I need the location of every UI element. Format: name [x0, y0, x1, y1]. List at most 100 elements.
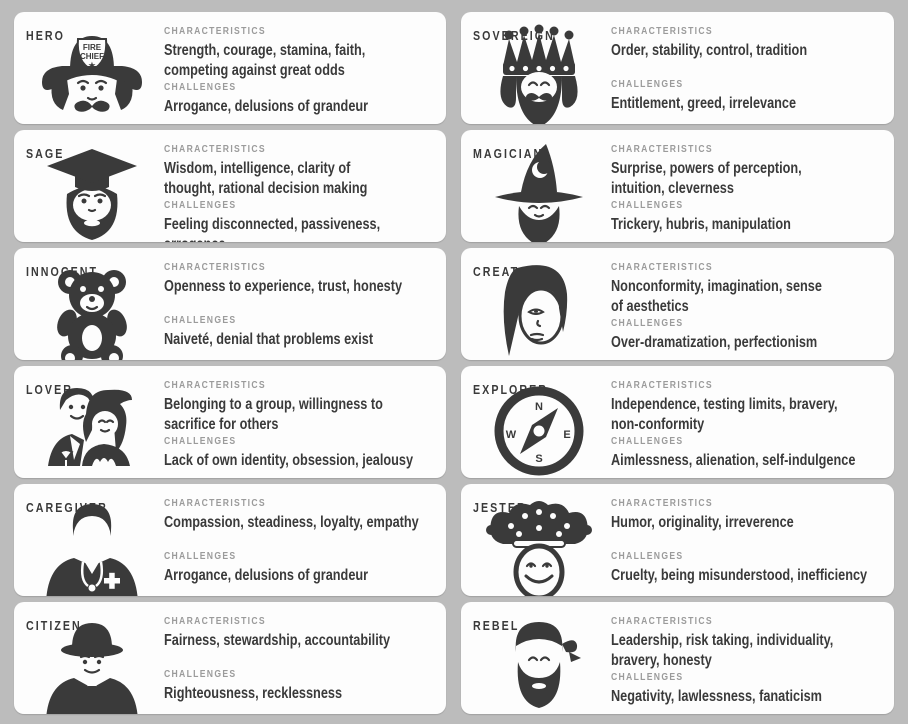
fireman-fire-chief-icon: FIRE CHIEF ★ — [36, 24, 148, 124]
challenges-label: CHALLENGES — [611, 671, 684, 683]
challenges-label: CHALLENGES — [611, 317, 684, 329]
characteristics-section: CHARACTERISTICS Wisdom, intelligence, cl… — [164, 143, 440, 199]
characteristics-section: CHARACTERISTICS Strength, courage, stami… — [164, 25, 440, 81]
svg-text:N: N — [535, 401, 543, 413]
man-in-fedora-icon — [36, 614, 148, 714]
card-magician: MAGICIAN CHARACTERISTICS Surprise, power… — [461, 130, 894, 242]
characteristics-text: Openness to experience, trust, honesty — [164, 278, 403, 295]
challenges-section: CHALLENGES Negativity, lawlessness, fana… — [611, 671, 888, 707]
challenges-text: Righteousness, recklessness — [164, 685, 343, 702]
challenges-section: CHALLENGES Arrogance, delusions of grand… — [164, 550, 440, 586]
characteristics-section: CHARACTERISTICS Humor, originality, irre… — [611, 497, 888, 533]
challenges-label: CHALLENGES — [164, 435, 237, 447]
archetype-title: MAGICIAN — [473, 146, 544, 161]
challenges-section: CHALLENGES Trickery, hubris, manipulatio… — [611, 199, 888, 235]
characteristics-label: CHARACTERISTICS — [611, 143, 713, 155]
card-jester: JESTER CHARACTERISTICS Humor, originalit… — [461, 484, 894, 596]
archetype-title: LOVER — [26, 382, 73, 397]
teddy-bear-icon — [36, 260, 148, 360]
challenges-text: Arrogance, delusions of grandeur — [164, 567, 369, 584]
characteristics-section: CHARACTERISTICS Surprise, powers of perc… — [611, 143, 888, 199]
card-sage: SAGE CHARACTERISTICS Wisdom, intelligenc… — [14, 130, 446, 242]
challenges-label: CHALLENGES — [164, 550, 237, 562]
characteristics-text: Strength, courage, stamina, faith, compe… — [164, 42, 366, 79]
challenges-label: CHALLENGES — [164, 314, 237, 326]
card-caregiver: CAREGIVER CHARACTERISTICS Compassion, st… — [14, 484, 446, 596]
challenges-label: CHALLENGES — [611, 199, 684, 211]
challenges-section: CHALLENGES Cruelty, being misunderstood,… — [611, 550, 888, 586]
king-icon — [483, 24, 595, 124]
characteristics-section: CHARACTERISTICS Compassion, steadiness, … — [164, 497, 440, 533]
characteristics-section: CHARACTERISTICS Order, stability, contro… — [611, 25, 888, 61]
svg-text:S: S — [535, 453, 542, 465]
characteristics-text: Order, stability, control, tradition — [611, 42, 808, 59]
characteristics-label: CHARACTERISTICS — [611, 379, 713, 391]
svg-text:W: W — [506, 429, 517, 441]
nurse-icon — [36, 496, 148, 596]
characteristics-section: CHARACTERISTICS Openness to experience, … — [164, 261, 440, 297]
characteristics-label: CHARACTERISTICS — [611, 615, 713, 627]
card-rebel: REBEL CHARACTERISTICS Leadership, risk t… — [461, 602, 894, 714]
graduate-icon — [36, 142, 148, 242]
challenges-section: CHALLENGES Lack of own identity, obsessi… — [164, 435, 440, 471]
challenges-section: CHALLENGES Aimlessness, alienation, self… — [611, 435, 888, 471]
svg-text:CHIEF: CHIEF — [80, 52, 104, 61]
card-innocent: INNOCENT CHARACTERISTICS Openne — [14, 248, 446, 360]
characteristics-label: CHARACTERISTICS — [164, 379, 266, 391]
characteristics-text: Surprise, powers of perception, intuitio… — [611, 160, 802, 197]
characteristics-label: CHARACTERISTICS — [611, 261, 713, 273]
archetype-title: SAGE — [26, 146, 65, 161]
challenges-section: CHALLENGES Over-dramatization, perfectio… — [611, 317, 888, 353]
characteristics-label: CHARACTERISTICS — [164, 615, 266, 627]
challenges-section: CHALLENGES Righteousness, recklessness — [164, 668, 440, 704]
challenges-text: Over-dramatization, perfectionism — [611, 334, 818, 351]
archetype-title: HERO — [26, 28, 66, 43]
characteristics-label: CHARACTERISTICS — [611, 25, 713, 37]
card-hero: HERO FIRE CHIEF ★ CHARACTERISTICS — [14, 12, 446, 124]
challenges-text: Cruelty, being misunderstood, inefficien… — [611, 567, 868, 584]
challenges-label: CHALLENGES — [164, 81, 237, 93]
challenges-text: Lack of own identity, obsession, jealous… — [164, 452, 414, 469]
artist-face-icon — [483, 260, 595, 360]
archetype-title: REBEL — [473, 618, 520, 633]
characteristics-section: CHARACTERISTICS Leadership, risk taking,… — [611, 615, 888, 671]
archetype-title: CITIZEN — [26, 618, 82, 633]
challenges-text: Entitlement, greed, irrelevance — [611, 95, 797, 112]
characteristics-text: Compassion, steadiness, loyalty, empathy — [164, 514, 419, 531]
challenges-label: CHALLENGES — [611, 78, 684, 90]
characteristics-text: Belonging to a group, willingness to sac… — [164, 396, 383, 433]
characteristics-label: CHARACTERISTICS — [611, 497, 713, 509]
challenges-label: CHALLENGES — [611, 435, 684, 447]
characteristics-text: Wisdom, intelligence, clarity of thought… — [164, 160, 368, 197]
card-lover: LOVER CHARACTERISTICS — [14, 366, 446, 478]
characteristics-section: CHARACTERISTICS Nonconformity, imaginati… — [611, 261, 888, 317]
challenges-text: Naiveté, denial that problems exist — [164, 331, 374, 348]
challenges-section: CHALLENGES Feeling disconnected, passive… — [164, 199, 440, 242]
characteristics-text: Fairness, stewardship, accountability — [164, 632, 391, 649]
couple-icon — [36, 378, 148, 478]
challenges-text: Arrogance, delusions of grandeur — [164, 98, 369, 115]
challenges-text: Aimlessness, alienation, self-indulgence — [611, 452, 856, 469]
challenges-label: CHALLENGES — [611, 550, 684, 562]
challenges-section: CHALLENGES Naiveté, denial that problems… — [164, 314, 440, 350]
challenges-text: Negativity, lawlessness, fanaticism — [611, 688, 822, 705]
svg-text:★: ★ — [88, 61, 96, 70]
characteristics-text: Leadership, risk taking, individuality, … — [611, 632, 834, 669]
card-explorer: EXPLORER N E S W CHARACTERISTICS Indepen… — [461, 366, 894, 478]
card-creator: CREATOR CHARACTERISTICS Nonconformity, i… — [461, 248, 894, 360]
characteristics-label: CHARACTERISTICS — [164, 25, 266, 37]
characteristics-label: CHARACTERISTICS — [164, 497, 266, 509]
challenges-label: CHALLENGES — [164, 668, 237, 680]
challenges-text: Feeling disconnected, passiveness, arrog… — [164, 216, 381, 242]
characteristics-text: Humor, originality, irreverence — [611, 514, 794, 531]
characteristics-text: Independence, testing limits, bravery, n… — [611, 396, 838, 433]
challenges-text: Trickery, hubris, manipulation — [611, 216, 791, 233]
characteristics-section: CHARACTERISTICS Independence, testing li… — [611, 379, 888, 435]
svg-text:E: E — [563, 429, 570, 441]
challenges-section: CHALLENGES Entitlement, greed, irrelevan… — [611, 78, 888, 114]
wizard-icon — [483, 142, 595, 242]
challenges-section: CHALLENGES Arrogance, delusions of grand… — [164, 81, 440, 117]
characteristics-text: Nonconformity, imagination, sense of aes… — [611, 278, 822, 315]
compass-icon: N E S W — [483, 378, 595, 478]
